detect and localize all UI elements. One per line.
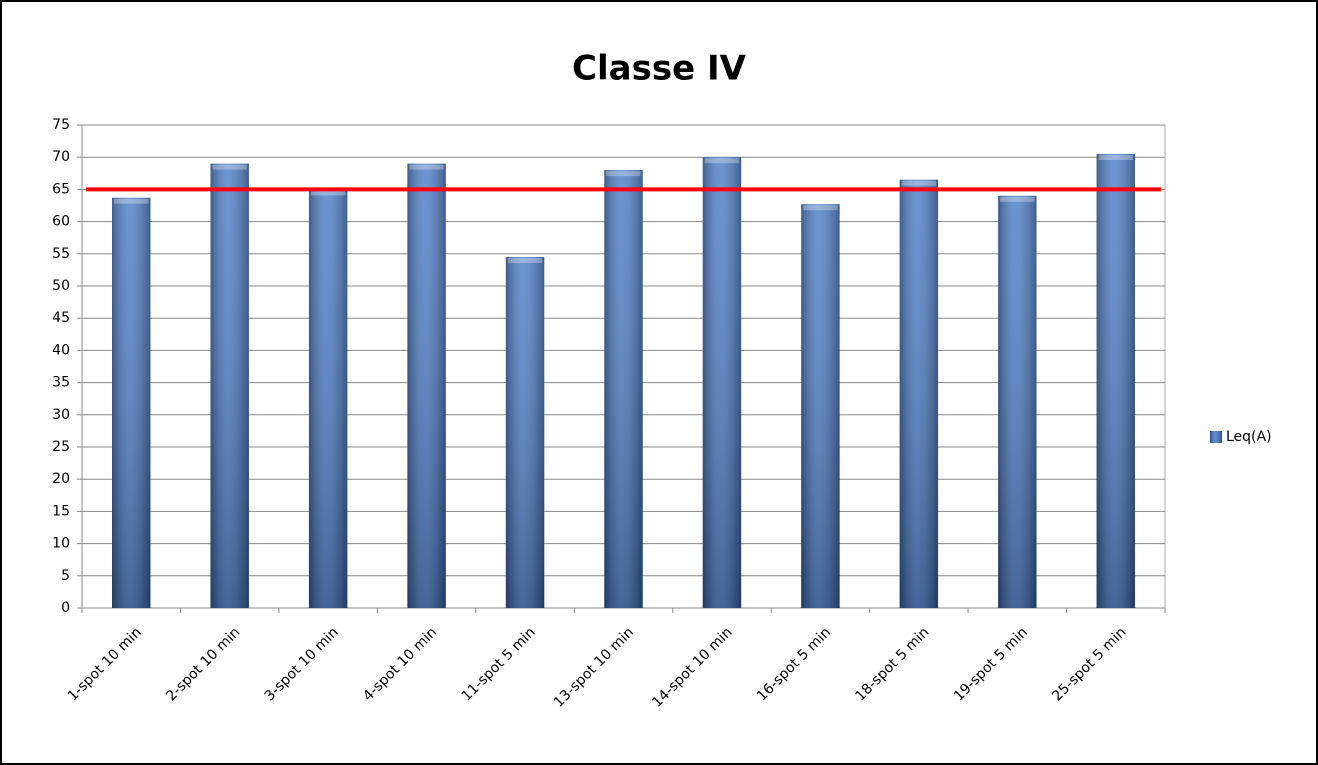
bar-cap (212, 164, 247, 170)
bar-shade (210, 163, 249, 608)
bar-shade (801, 204, 840, 608)
bar-cap (901, 180, 937, 186)
y-tick-label: 15 (52, 503, 70, 519)
chart-title: Classe IV (572, 49, 747, 89)
y-tick-label: 65 (52, 181, 70, 197)
bar-shade (998, 195, 1037, 608)
y-tick-label: 50 (52, 278, 70, 294)
bar-cap (606, 171, 641, 177)
bar-shade (407, 163, 446, 608)
bar-cap (114, 198, 149, 204)
y-tick-label: 25 (52, 439, 70, 455)
y-tick-label: 60 (52, 214, 70, 230)
bar-shade (702, 157, 742, 608)
y-tick-label: 20 (52, 471, 70, 487)
bar-cap (803, 205, 838, 211)
bar-cap (704, 158, 740, 164)
legend-label: Leq(A) (1226, 429, 1272, 445)
bar-shade (604, 170, 643, 608)
y-tick-label: 10 (52, 536, 70, 552)
bar-shade (1096, 153, 1135, 609)
bar-shade (112, 197, 151, 608)
bar-shade (308, 189, 348, 608)
y-tick-label: 75 (52, 117, 70, 133)
y-tick-label: 45 (52, 310, 70, 326)
bar-cap (1098, 154, 1133, 160)
legend-swatch-shade (1210, 431, 1222, 443)
y-tick-label: 35 (52, 375, 70, 391)
bar-cap (310, 190, 346, 196)
bar-cap (409, 164, 444, 170)
y-tick-label: 0 (61, 600, 70, 616)
y-tick-label: 40 (52, 342, 70, 358)
y-tick-label: 55 (52, 246, 70, 262)
bar-shade (899, 179, 939, 609)
bar-shade (505, 257, 545, 608)
bar-cap (507, 258, 543, 264)
y-tick-label: 5 (61, 568, 70, 584)
y-tick-label: 70 (52, 149, 70, 165)
bar-cap (1000, 196, 1035, 202)
y-tick-label: 30 (52, 407, 70, 423)
